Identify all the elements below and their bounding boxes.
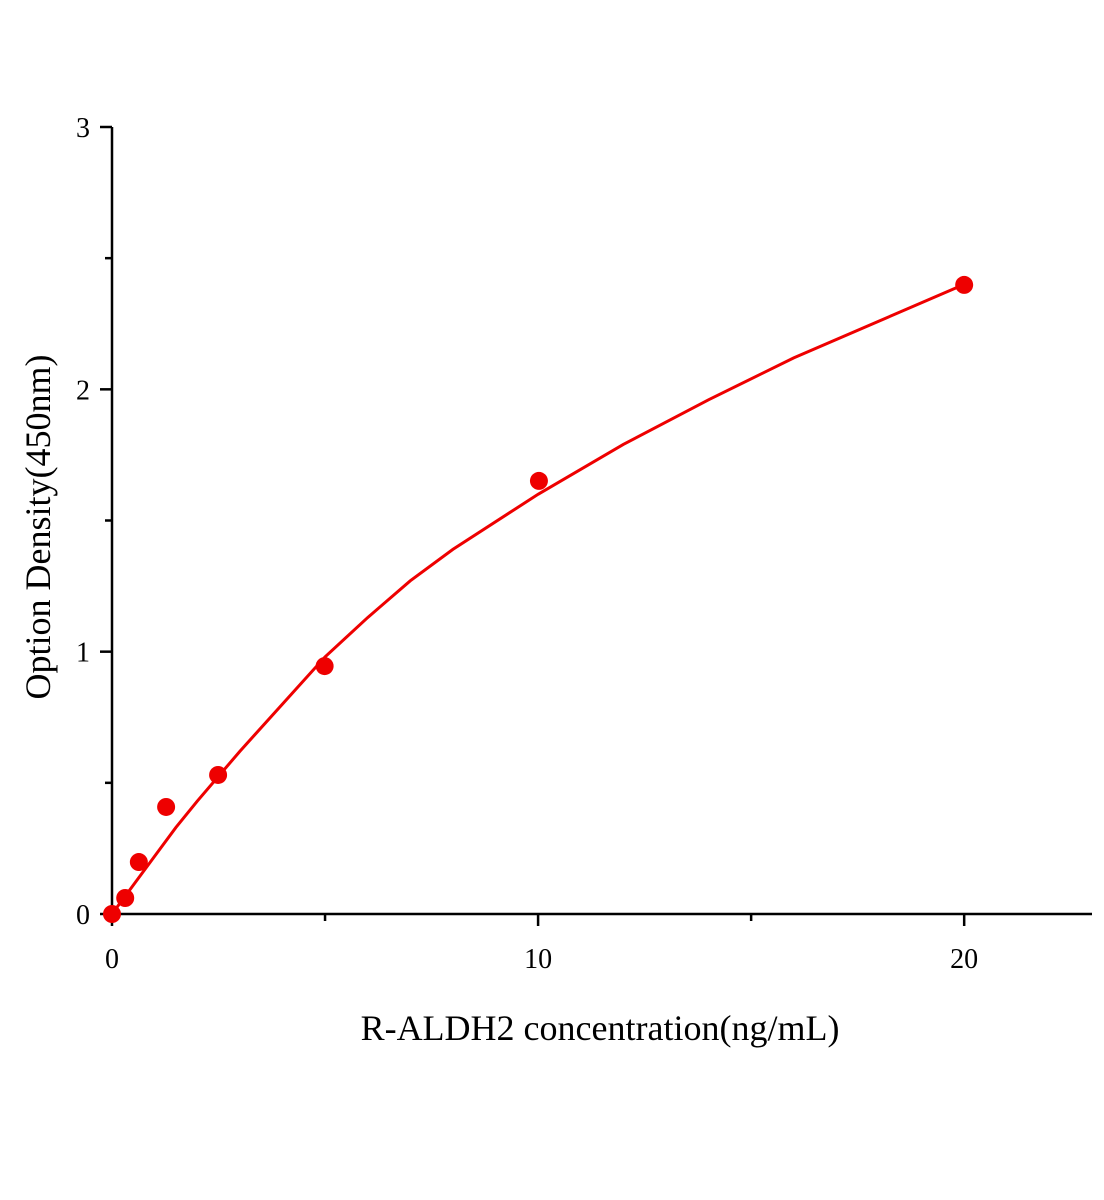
data-point [955,275,974,294]
data-point [157,797,176,816]
y-axis-title: Option Density(450nm) [18,355,58,700]
y-tick-label: 0 [76,900,90,931]
x-axis-title: R-ALDH2 concentration(ng/mL) [361,1008,840,1048]
y-tick-label: 2 [76,375,90,406]
x-tick-label: 10 [524,944,552,975]
data-point [103,905,121,923]
data-point [116,888,135,907]
data-point [529,471,548,490]
x-tick-label: 0 [105,944,119,975]
x-tick-label: 20 [950,944,978,975]
y-tick-label: 1 [76,638,90,669]
data-point [315,657,334,676]
y-tick-label: 3 [76,113,90,144]
data-point [129,853,148,872]
data-point [209,765,228,784]
fit-curve [110,283,965,915]
